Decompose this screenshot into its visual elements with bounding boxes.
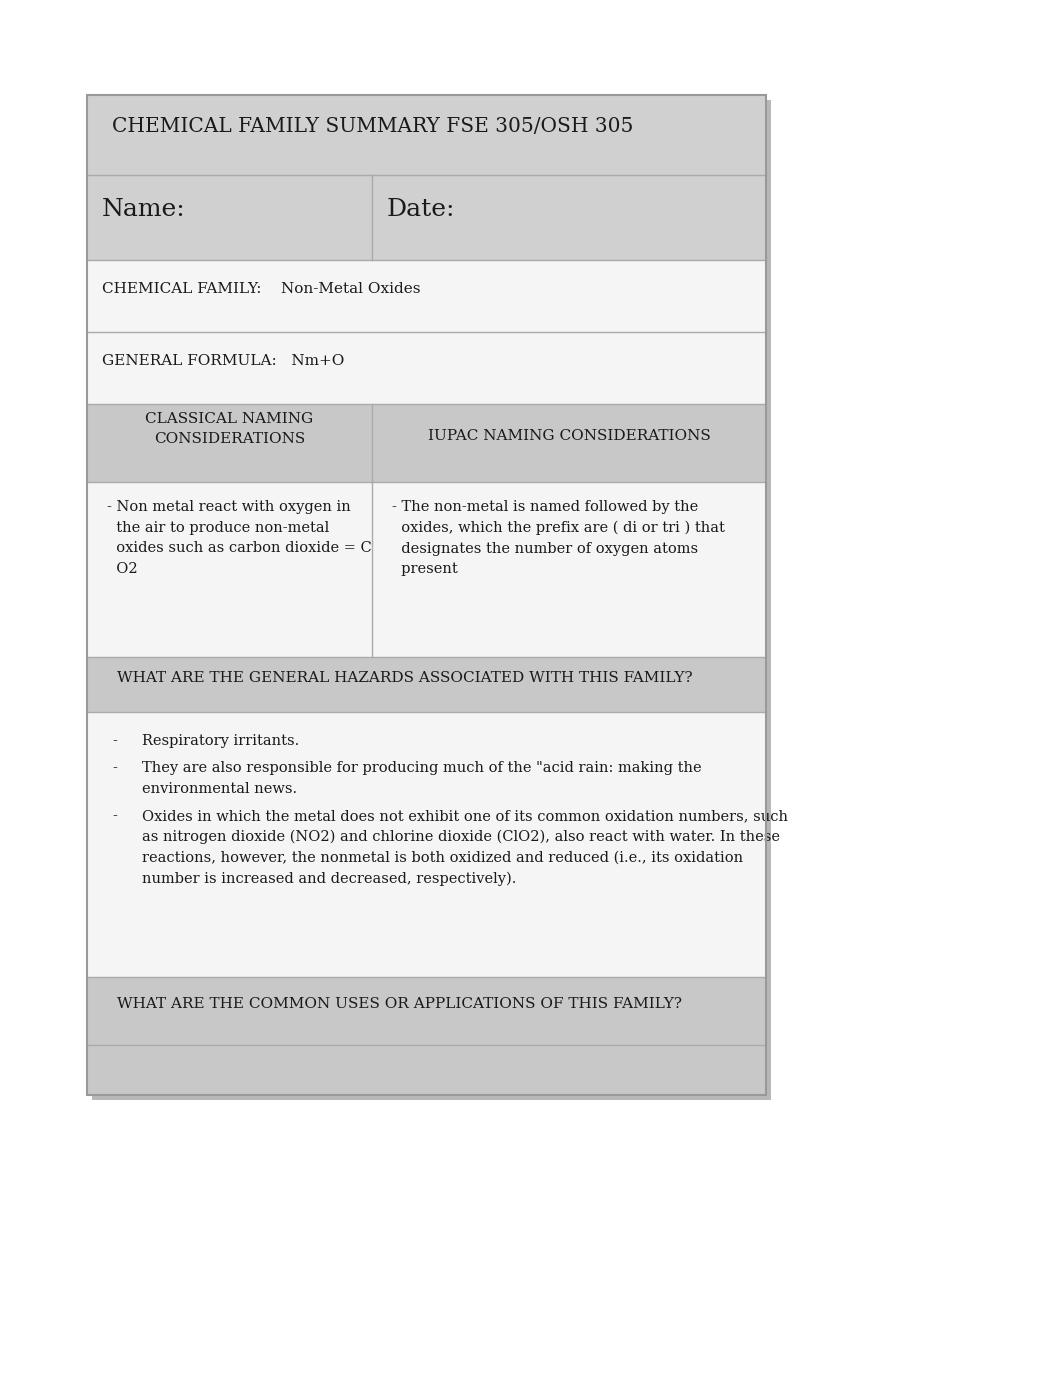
- Text: Respiratory irritants.: Respiratory irritants.: [142, 734, 299, 748]
- Bar: [87, 712, 766, 978]
- Text: number is increased and decreased, respectively).: number is increased and decreased, respe…: [142, 872, 516, 887]
- Bar: [87, 95, 766, 1095]
- Text: Name:: Name:: [102, 198, 186, 220]
- Text: They are also responsible for producing much of the "acid rain: making the: They are also responsible for producing …: [142, 761, 702, 775]
- Bar: [87, 175, 766, 260]
- Text: GENERAL FORMULA:   Nm+O: GENERAL FORMULA: Nm+O: [102, 354, 344, 368]
- Text: CHEMICAL FAMILY SUMMARY FSE 305/OSH 305: CHEMICAL FAMILY SUMMARY FSE 305/OSH 305: [112, 117, 633, 136]
- Text: WHAT ARE THE COMMON USES OR APPLICATIONS OF THIS FAMILY?: WHAT ARE THE COMMON USES OR APPLICATIONS…: [117, 997, 682, 1011]
- Text: - The non-metal is named followed by the
  oxides, which the prefix are ( di or : - The non-metal is named followed by the…: [392, 500, 725, 577]
- Bar: [87, 482, 766, 657]
- Bar: [87, 332, 766, 403]
- Text: -: -: [112, 761, 117, 775]
- Text: - Non metal react with oxygen in
  the air to produce non-metal
  oxides such as: - Non metal react with oxygen in the air…: [107, 500, 372, 576]
- Text: CHEMICAL FAMILY:    Non-Metal Oxides: CHEMICAL FAMILY: Non-Metal Oxides: [102, 282, 421, 296]
- Bar: [87, 95, 766, 1095]
- Text: -: -: [112, 734, 117, 748]
- Text: Oxides in which the metal does not exhibit one of its common oxidation numbers, : Oxides in which the metal does not exhib…: [142, 810, 788, 823]
- Bar: [87, 657, 766, 712]
- Bar: [87, 978, 766, 1045]
- Text: IUPAC NAMING CONSIDERATIONS: IUPAC NAMING CONSIDERATIONS: [428, 430, 710, 443]
- Text: -: -: [112, 810, 117, 823]
- Text: as nitrogen dioxide (NO2) and chlorine dioxide (ClO2), also react with water. In: as nitrogen dioxide (NO2) and chlorine d…: [142, 830, 780, 844]
- Bar: [87, 95, 766, 175]
- Text: environmental news.: environmental news.: [142, 782, 297, 796]
- Text: CLASSICAL NAMING
CONSIDERATIONS: CLASSICAL NAMING CONSIDERATIONS: [145, 412, 313, 446]
- Bar: [87, 260, 766, 332]
- Text: reactions, however, the nonmetal is both oxidized and reduced (i.e., its oxidati: reactions, however, the nonmetal is both…: [142, 851, 743, 865]
- Bar: [92, 101, 771, 1100]
- Text: Date:: Date:: [387, 198, 456, 220]
- Text: WHAT ARE THE GENERAL HAZARDS ASSOCIATED WITH THIS FAMILY?: WHAT ARE THE GENERAL HAZARDS ASSOCIATED …: [117, 671, 692, 684]
- Bar: [87, 403, 766, 482]
